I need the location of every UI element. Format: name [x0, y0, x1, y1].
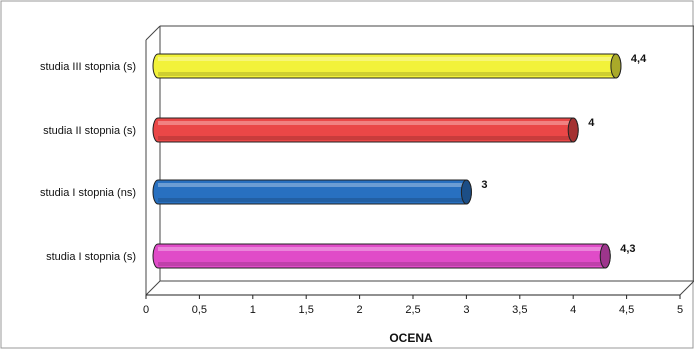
x-tick-label: 4,5 [619, 304, 634, 316]
bar-value-label: 3 [481, 179, 487, 191]
bar-shadow [158, 262, 606, 266]
x-tick-label: 0,5 [192, 304, 207, 316]
floor-depth-left [145, 280, 161, 296]
x-tick-label: 1,5 [299, 304, 314, 316]
bars-group: 4,4 4 3 4,3 [152, 53, 647, 269]
bar-cap [460, 179, 472, 205]
bar: 4,3 [152, 243, 636, 269]
bar: 3 [152, 179, 488, 205]
x-tick-label: 1 [250, 304, 256, 316]
x-tick-label: 2 [357, 304, 363, 316]
bar-highlight [158, 57, 616, 61]
x-tick-label: 4 [570, 304, 576, 316]
y-axis-labels: studia III stopnia (s) studia II stopnia … [40, 61, 136, 263]
bar-shadow [158, 72, 616, 76]
bar-value-label: 4,4 [631, 53, 647, 65]
category-label: studia I stopnia (ns) [40, 187, 136, 199]
category-label: studia I stopnia (s) [46, 251, 136, 263]
bar: 4,4 [152, 53, 647, 79]
category-label: studia III stopnia (s) [40, 61, 136, 73]
x-axis: 0 0,5 1 1,5 2 2,5 3 3,5 4 4,5 5 [143, 294, 683, 316]
x-tick-label: 0 [143, 304, 149, 316]
bar-value-label: 4 [588, 117, 595, 129]
x-tick-label: 5 [677, 304, 683, 316]
bar-cap [599, 243, 611, 269]
bar-highlight [158, 121, 574, 125]
bar-shadow [158, 198, 467, 202]
bar-highlight [158, 247, 606, 251]
x-tick-label: 3 [463, 304, 469, 316]
bar-value-label: 4,3 [620, 243, 635, 255]
wall-depth-top [145, 25, 161, 41]
floor-depth-right [679, 280, 694, 296]
bar: 4 [152, 117, 595, 143]
bar-cap [567, 117, 579, 143]
x-tick-label: 2,5 [405, 304, 420, 316]
category-label: studia II stopnia (s) [43, 125, 136, 137]
bar-cap [610, 53, 622, 79]
x-tick-label: 3,5 [512, 304, 527, 316]
x-axis-title: OCENA [389, 331, 433, 345]
bar-shadow [158, 136, 574, 140]
bar-highlight [158, 183, 467, 187]
